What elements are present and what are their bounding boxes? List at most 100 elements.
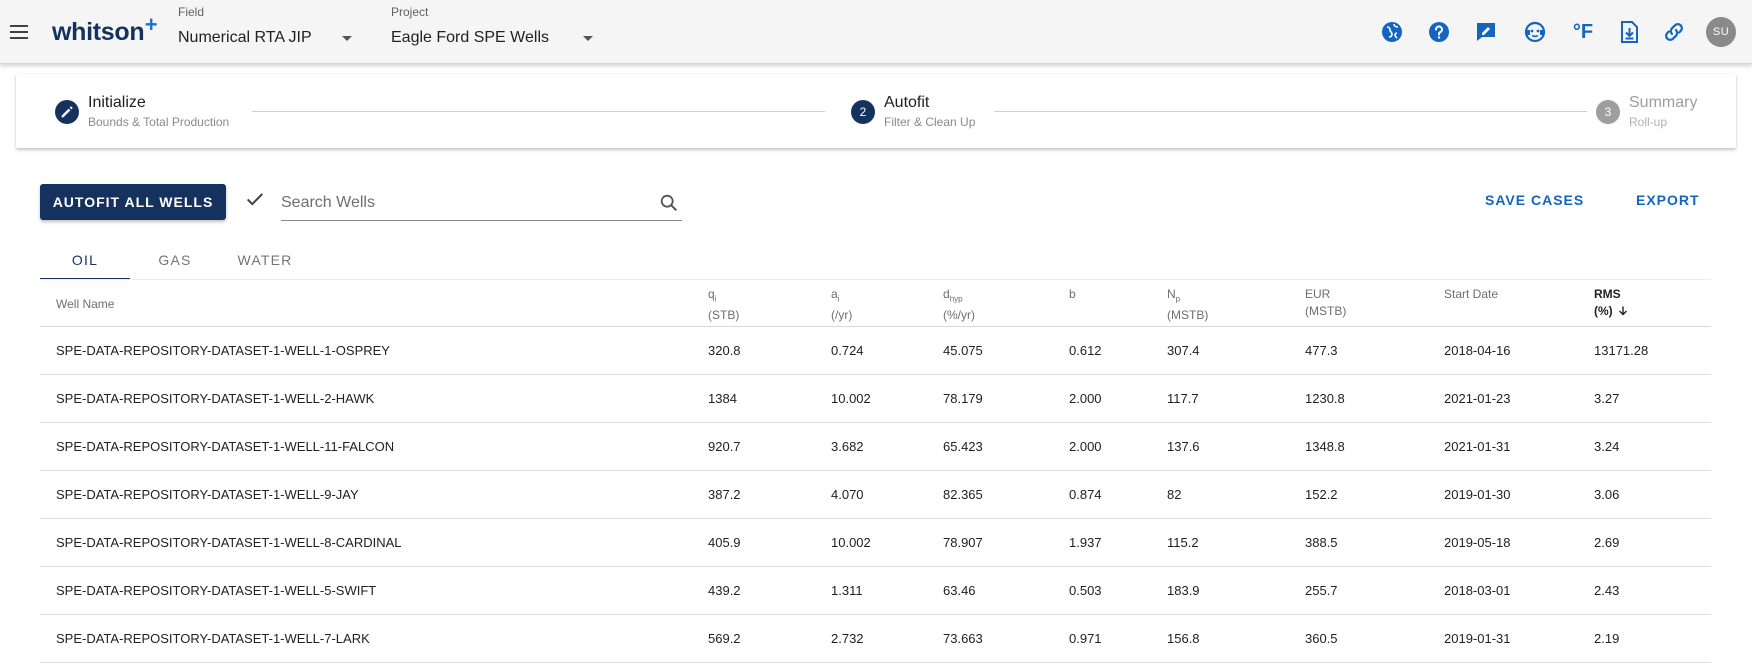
export-button[interactable]: EXPORT xyxy=(1636,192,1700,208)
cell-ai: 4.070 xyxy=(831,487,864,502)
cell-start-date: 2018-04-16 xyxy=(1444,343,1511,358)
globe-icon[interactable] xyxy=(1378,18,1406,46)
step-initialize[interactable]: Initialize Bounds & Total Production xyxy=(55,74,255,148)
project-label: Project xyxy=(391,5,429,19)
link-icon[interactable] xyxy=(1660,18,1688,46)
table-header: Well Name qi (STB) ai (/yr) dhyp (%/yr) b N… xyxy=(40,279,1711,327)
help-icon[interactable] xyxy=(1425,18,1453,46)
cell-dhyp: 45.075 xyxy=(943,343,983,358)
table-row[interactable]: SPE-DATA-REPOSITORY-DATASET-1-WELL-2-HAW… xyxy=(40,375,1711,423)
tab-oil[interactable]: OIL xyxy=(71,252,99,268)
cell-qi: 387.2 xyxy=(708,487,741,502)
cell-eur: 152.2 xyxy=(1305,487,1338,502)
cell-ai: 1.311 xyxy=(831,583,863,598)
field-value: Numerical RTA JIP xyxy=(178,29,312,46)
column-header-np[interactable]: Np (MSTB) xyxy=(1167,287,1209,323)
avatar[interactable]: SU xyxy=(1706,17,1736,47)
column-header-qi[interactable]: qi (STB) xyxy=(708,287,740,323)
step-connector xyxy=(994,111,1587,112)
cell-well-name: SPE-DATA-REPOSITORY-DATASET-1-WELL-2-HAW… xyxy=(56,391,375,406)
cell-dhyp: 78.907 xyxy=(943,535,983,550)
search-wells xyxy=(281,185,682,221)
step-number: 3 xyxy=(1596,100,1620,124)
cell-eur: 1230.8 xyxy=(1305,391,1345,406)
tab-water[interactable]: WATER xyxy=(237,252,293,268)
cell-well-name: SPE-DATA-REPOSITORY-DATASET-1-WELL-11-FA… xyxy=(56,439,395,454)
project-select[interactable]: Project Eagle Ford SPE Wells xyxy=(391,0,596,64)
cell-rms: 13171.28 xyxy=(1594,343,1649,358)
cell-ai: 10.002 xyxy=(831,535,871,550)
cell-eur: 477.3 xyxy=(1305,343,1338,358)
cell-b: 0.971 xyxy=(1069,631,1102,646)
cell-start-date: 2018-03-01 xyxy=(1444,583,1511,598)
search-icon[interactable] xyxy=(658,192,680,214)
step-subtitle: Roll-up xyxy=(1629,115,1668,129)
feedback-icon[interactable] xyxy=(1472,18,1500,46)
check-icon[interactable] xyxy=(244,188,266,210)
cell-qi: 569.2 xyxy=(708,631,741,646)
table-row[interactable]: SPE-DATA-REPOSITORY-DATASET-1-WELL-9-JAY… xyxy=(40,471,1711,519)
fahrenheit-unit-icon[interactable]: °F xyxy=(1569,18,1597,46)
project-value: Eagle Ford SPE Wells xyxy=(391,29,549,46)
column-header-dhyp[interactable]: dhyp (%/yr) xyxy=(943,287,975,323)
table-row[interactable]: SPE-DATA-REPOSITORY-DATASET-1-WELL-7-LAR… xyxy=(40,615,1711,663)
cell-eur: 388.5 xyxy=(1305,535,1338,550)
cell-rms: 2.19 xyxy=(1594,631,1620,646)
step-summary[interactable]: 3 Summary Roll-up xyxy=(1596,74,1706,148)
chevron-down-icon xyxy=(583,36,593,41)
cell-dhyp: 65.423 xyxy=(943,439,983,454)
column-header-ai[interactable]: ai (/yr) xyxy=(831,287,853,323)
column-header-well-name[interactable]: Well Name xyxy=(56,297,115,311)
tab-gas[interactable]: GAS xyxy=(158,252,192,268)
cell-b: 0.503 xyxy=(1069,583,1102,598)
save-cases-button[interactable]: SAVE CASES xyxy=(1485,192,1585,208)
table-row[interactable]: SPE-DATA-REPOSITORY-DATASET-1-WELL-1-OSP… xyxy=(40,327,1711,375)
cell-well-name: SPE-DATA-REPOSITORY-DATASET-1-WELL-8-CAR… xyxy=(56,535,402,550)
field-select[interactable]: Field Numerical RTA JIP xyxy=(178,0,356,64)
cell-start-date: 2019-01-31 xyxy=(1444,631,1511,646)
step-connector xyxy=(252,111,825,112)
cell-qi: 320.8 xyxy=(708,343,741,358)
cell-np: 82 xyxy=(1167,487,1182,502)
cell-well-name: SPE-DATA-REPOSITORY-DATASET-1-WELL-7-LAR… xyxy=(56,631,370,646)
cell-eur: 1348.8 xyxy=(1305,439,1345,454)
app-bar: whitson + Field Numerical RTA JIP Project… xyxy=(0,0,1752,64)
cell-dhyp: 73.663 xyxy=(943,631,983,646)
column-header-start-date[interactable]: Start Date xyxy=(1444,287,1499,301)
logo-plus: + xyxy=(144,12,158,37)
search-input[interactable] xyxy=(281,189,641,217)
cell-ai: 10.002 xyxy=(831,391,871,406)
column-header-b[interactable]: b xyxy=(1069,287,1076,301)
autofit-all-wells-button[interactable]: AUTOFIT ALL WELLS xyxy=(40,184,226,220)
cell-start-date: 2021-01-31 xyxy=(1444,439,1511,454)
table-row[interactable]: SPE-DATA-REPOSITORY-DATASET-1-WELL-5-SWI… xyxy=(40,567,1711,615)
download-file-icon[interactable] xyxy=(1615,18,1643,46)
table-row[interactable]: SPE-DATA-REPOSITORY-DATASET-1-WELL-8-CAR… xyxy=(40,519,1711,567)
cell-eur: 255.7 xyxy=(1305,583,1338,598)
logo-text: whitson xyxy=(52,18,145,46)
support-chat-icon[interactable] xyxy=(1521,18,1549,46)
cell-rms: 3.06 xyxy=(1594,487,1620,502)
step-number: 2 xyxy=(851,100,875,124)
cell-rms: 2.69 xyxy=(1594,535,1620,550)
app-logo[interactable]: whitson + xyxy=(52,12,158,47)
field-label: Field xyxy=(178,5,205,19)
cell-np: 117.7 xyxy=(1167,391,1199,406)
step-subtitle: Filter & Clean Up xyxy=(884,115,976,129)
cell-np: 115.2 xyxy=(1167,535,1199,550)
cell-b: 0.874 xyxy=(1069,487,1102,502)
cell-b: 2.000 xyxy=(1069,391,1102,406)
step-title: Autofit xyxy=(884,94,930,111)
step-title: Summary xyxy=(1629,94,1698,111)
column-header-rms[interactable]: RMS (%) xyxy=(1594,286,1629,320)
cell-np: 156.8 xyxy=(1167,631,1200,646)
unit-symbol: °F xyxy=(1572,20,1594,43)
column-header-eur[interactable]: EUR (MSTB) xyxy=(1305,287,1347,318)
pencil-icon xyxy=(55,100,79,124)
step-title: Initialize xyxy=(88,94,146,111)
step-autofit[interactable]: 2 Autofit Filter & Clean Up xyxy=(851,74,1011,148)
cell-qi: 1384 xyxy=(708,391,737,406)
cell-rms: 3.24 xyxy=(1594,439,1620,454)
table-row[interactable]: SPE-DATA-REPOSITORY-DATASET-1-WELL-11-FA… xyxy=(40,423,1711,471)
menu-icon[interactable] xyxy=(8,20,32,44)
